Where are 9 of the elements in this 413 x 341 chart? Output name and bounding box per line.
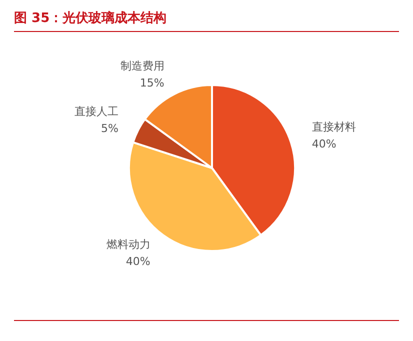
data-label: 40% — [312, 137, 336, 150]
slice-label: 直接人工 — [74, 105, 118, 118]
chart-title: 图 35：光伏玻璃成本结构 — [14, 9, 399, 32]
data-label: 40% — [126, 254, 150, 268]
data-label: 15% — [140, 76, 164, 90]
data-label: 5% — [100, 122, 118, 136]
slice-label: 燃料动力 — [106, 238, 150, 251]
slice-label: 制造费用 — [120, 59, 164, 72]
slice-label: 直接材料 — [312, 120, 356, 134]
